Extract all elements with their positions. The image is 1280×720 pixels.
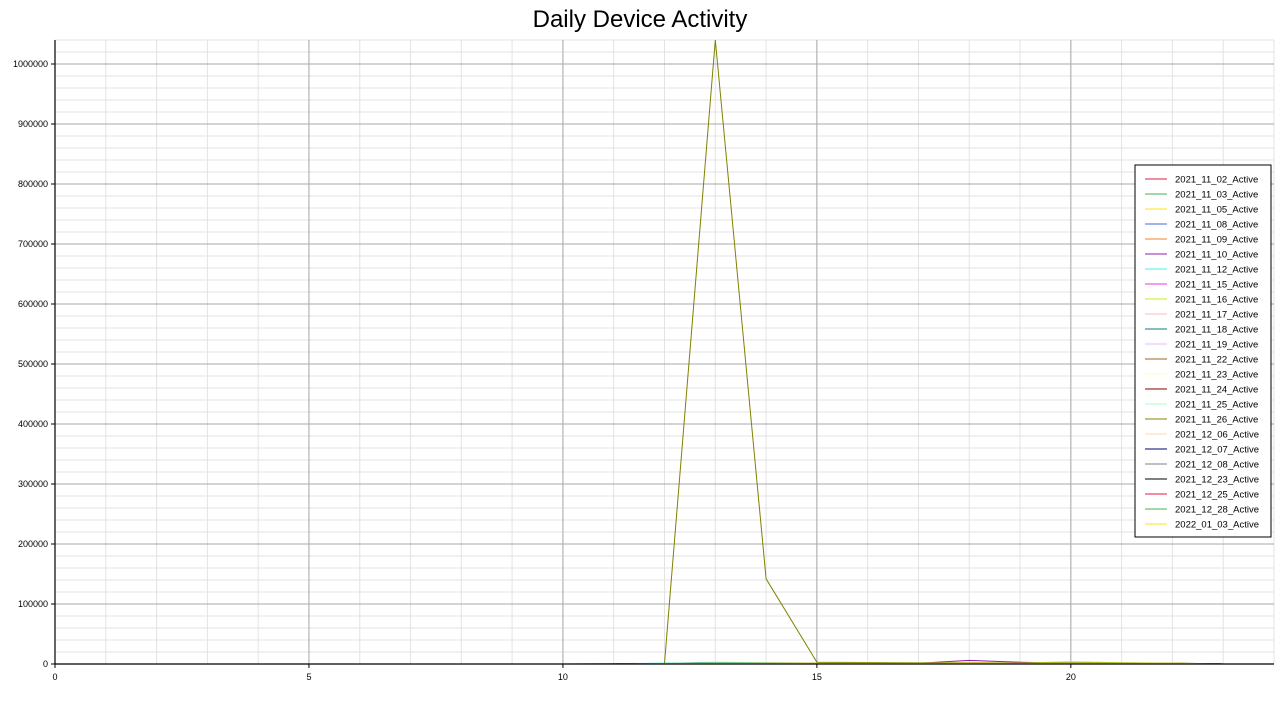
legend-entry: 2021_11_12_Active [1175,265,1258,276]
legend-entry: 2021_12_23_Active [1175,475,1259,486]
x-tick-label: 20 [1066,672,1076,682]
legend-entry: 2021_11_26_Active [1175,415,1258,426]
legend-box [1134,164,1272,538]
y-tick-label: 700000 [18,239,48,249]
legend-entry: 2021_11_03_Active [1175,190,1258,201]
chart-title: Daily Device Activity [532,6,748,33]
y-tick-label: 1000000 [13,59,48,69]
legend-entry: 2021_12_06_Active [1175,430,1259,441]
y-tick-label: 600000 [18,299,48,309]
legend-entry: 2021_11_22_Active [1175,355,1258,366]
y-tick-label: 0 [43,659,48,669]
minor-gridlines [54,39,1275,665]
y-tick-label: 100000 [18,599,48,609]
legend-entry: 2021_12_25_Active [1175,490,1259,501]
legend-entry: 2021_11_05_Active [1175,205,1258,216]
legend-entry: 2021_11_09_Active [1175,235,1258,246]
legend-entry: 2021_11_10_Active [1175,250,1258,261]
legend-entry: 2021_11_19_Active [1175,340,1258,351]
legend-entry: 2021_11_25_Active [1175,400,1258,411]
legend-entry: 2021_11_15_Active [1175,280,1258,291]
tick-labels: 0 5 10 15 20 0 100000 200000 300000 400000 500000 6… [13,59,1076,682]
x-tick-label: 0 [52,672,57,682]
y-tick-label: 200000 [18,539,48,549]
legend-entry: 2022_01_03_Active [1175,520,1259,531]
legend-entry: 2021_12_07_Active [1175,445,1259,456]
x-tick-label: 15 [812,672,822,682]
y-tick-label: 800000 [18,179,48,189]
legend-entry: 2021_11_23_Active [1175,370,1258,381]
legend-entry: 2021_11_08_Active [1175,220,1258,231]
legend-entry: 2021_11_16_Active [1175,295,1258,306]
x-tick-label: 10 [558,672,568,682]
y-tick-label: 400000 [18,419,48,429]
legend-entry: 2021_12_08_Active [1175,460,1259,471]
legend-entry: 2021_11_17_Active [1175,310,1258,321]
y-tick-label: 500000 [18,359,48,369]
y-tick-label: 300000 [18,479,48,489]
legend-entry: 2021_11_02_Active [1175,175,1258,186]
legend-entry: 2021_12_28_Active [1175,505,1259,516]
major-gridlines [54,40,1274,665]
y-tick-label: 900000 [18,119,48,129]
legend-entry: 2021_11_18_Active [1175,325,1258,336]
x-tick-label: 5 [306,672,311,682]
legend: 2021_11_02_Active 2021_11_03_Active 2021_1… [1134,164,1272,538]
legend-entry: 2021_11_24_Active [1175,385,1258,396]
